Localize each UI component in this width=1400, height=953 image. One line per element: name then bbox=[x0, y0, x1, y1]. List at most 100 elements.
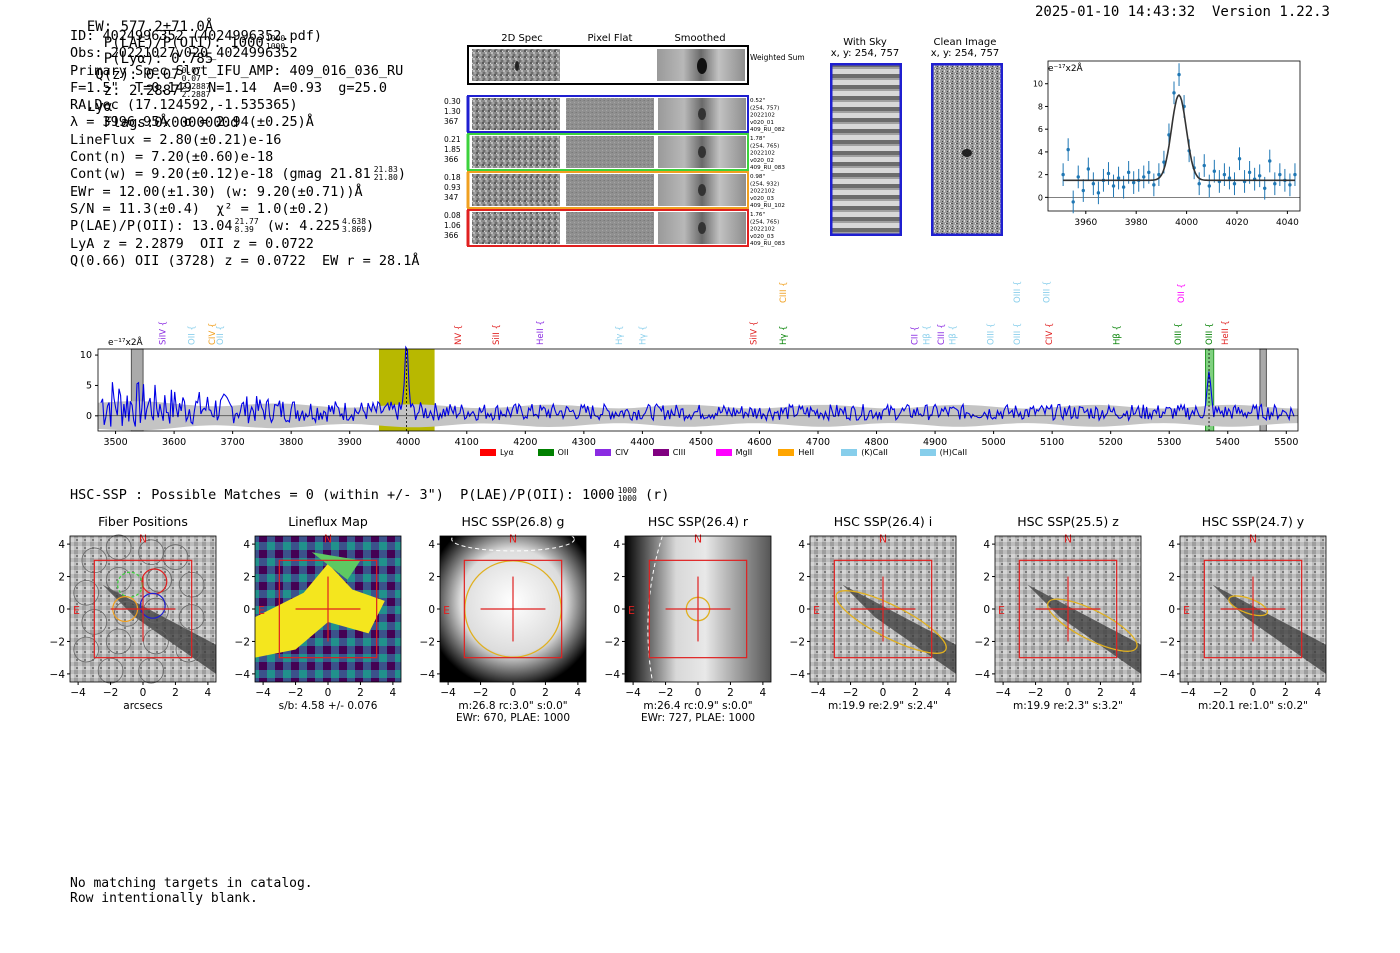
fiber-circle bbox=[105, 628, 132, 655]
hsc-ytick-label: 0 bbox=[58, 604, 65, 616]
spec-row-meta: 2022102 bbox=[750, 113, 775, 119]
linefit-point bbox=[1131, 180, 1136, 185]
info-plae-sup: 21.77 bbox=[234, 217, 259, 227]
spec-row-meta: v020_03 bbox=[750, 196, 774, 202]
spec-row-meta: 409_RU_082 bbox=[750, 127, 785, 133]
hsc-panel-caption: m:26.8 rc:3.0" s:0.0" bbox=[458, 700, 567, 712]
fullspec-xtick-label: 4500 bbox=[689, 437, 713, 448]
legend-item: CIV bbox=[595, 448, 629, 457]
linefit-point bbox=[1086, 167, 1091, 171]
hsc-panel-title: HSC SSP(24.7) y bbox=[1202, 514, 1305, 529]
fullspec-line-label: OIII { bbox=[1174, 323, 1184, 345]
hsc-panel-caption: m:20.1 re:1.0" s:0.2" bbox=[1198, 700, 1308, 712]
hsc-xtick-label: 4 bbox=[945, 687, 952, 699]
spec-row-number: 1.30 bbox=[444, 107, 461, 116]
hsc-ytick-label: −2 bbox=[420, 636, 435, 648]
linefit-point bbox=[1227, 176, 1232, 180]
info-q: Q(0.66) OII (3728) z = 0.0722 EW r = 28.… bbox=[70, 252, 420, 269]
legend-label: (K)CaII bbox=[861, 448, 888, 457]
hsc-xtick-label: −2 bbox=[473, 687, 488, 699]
qz-sup: 0.07 bbox=[181, 66, 201, 75]
fullspec-xtick-label: 3900 bbox=[338, 437, 362, 448]
fullspec-xtick-label: 3500 bbox=[103, 437, 127, 448]
plae-value: P(LAE)/P(OII): 1000 bbox=[103, 35, 264, 51]
legend-label: HeII bbox=[798, 448, 815, 457]
clean-title: Clean Image bbox=[933, 37, 997, 48]
spec-row-number: 0.30 bbox=[444, 97, 461, 106]
sky-image bbox=[830, 63, 902, 236]
hsc-xtick-label: 2 bbox=[1282, 687, 1289, 699]
linefit-point bbox=[1142, 175, 1146, 179]
info-fpars: F=1.5" T=0.149 N=1.14 A=0.93 g=25.0 bbox=[70, 79, 387, 96]
hsc-ytick-label: 0 bbox=[983, 604, 990, 616]
hsc-panel-y: HSC SSP(24.7) y N E −4 −4 −2 −2 0 0 2 2 4 4 m:20.1 re… bbox=[1160, 514, 1327, 712]
linefit-point bbox=[1076, 175, 1080, 179]
fullspec-line-label: OIII { bbox=[1205, 323, 1215, 345]
legend-swatch bbox=[919, 449, 936, 456]
linefit-point bbox=[1177, 72, 1181, 77]
linefit-point bbox=[1197, 182, 1201, 186]
fullspec-line-label: Hβ { bbox=[949, 325, 959, 345]
hsc-east-label: E bbox=[628, 604, 635, 617]
linefit-point bbox=[1257, 174, 1262, 178]
fiber-circle bbox=[113, 601, 140, 627]
hsc-xtick-label: −2 bbox=[103, 687, 118, 699]
qz-sub: 0.07 bbox=[181, 74, 201, 83]
spec-row-2d bbox=[472, 212, 560, 244]
hsc-xtick-label: 0 bbox=[510, 687, 517, 699]
linefit-point bbox=[1263, 186, 1267, 190]
fullspec-xtick-label: 3700 bbox=[221, 437, 245, 448]
hsc-xtick-label: 0 bbox=[1250, 687, 1257, 699]
hsc-xtick-label: 0 bbox=[880, 687, 887, 699]
hsc-ytick-label: 4 bbox=[613, 539, 620, 551]
fiber-circle bbox=[138, 539, 164, 566]
z-sub: 2.2887 bbox=[181, 90, 211, 99]
hsc-panel-caption: m:19.9 re:2.3" s:3.2" bbox=[1013, 700, 1123, 712]
hsc-north-label: N bbox=[879, 532, 887, 545]
linefit-point bbox=[1157, 172, 1161, 177]
fullspec-line-label: HeII { bbox=[1221, 320, 1231, 345]
sky-sub: x, y: 254, 757 bbox=[830, 48, 900, 59]
hsc-aperture bbox=[1228, 595, 1269, 617]
hsc-panel-i: HSC SSP(26.4) i N E −4 −4 −2 −2 0 0 2 2 4 4 m:19.9 re… bbox=[790, 514, 957, 712]
legend-item: HeII bbox=[778, 448, 814, 457]
fullspec-xtick-label: 5400 bbox=[1216, 437, 1240, 448]
hsc-east-label: E bbox=[998, 604, 1005, 617]
linefit-point bbox=[1268, 159, 1272, 163]
fullspec-xtick-label: 5200 bbox=[1099, 437, 1123, 448]
fullspec-xtick-label: 4200 bbox=[513, 437, 537, 448]
fullspec-line-label: Hγ { bbox=[615, 325, 625, 345]
linefit-ytick-label: 4 bbox=[1038, 148, 1043, 157]
hsc-title-sub: 1000 bbox=[617, 494, 637, 503]
hsc-panel-title: HSC SSP(26.4) i bbox=[834, 514, 932, 529]
linefit-ytick-label: 10 bbox=[1033, 80, 1043, 89]
hsc-ytick-label: −4 bbox=[605, 669, 620, 681]
hsc-panel-caption: EWr: 727, PLAE: 1000 bbox=[641, 712, 755, 724]
hsc-panel-caption: EWr: 670, PLAE: 1000 bbox=[456, 712, 570, 724]
linefit-point bbox=[1152, 183, 1156, 187]
legend-label: OII bbox=[557, 448, 569, 457]
hsc-north-label: N bbox=[1249, 532, 1257, 545]
spec-row-flat bbox=[566, 212, 654, 244]
fullspec-line-label: HeII { bbox=[536, 320, 546, 345]
spec-row-number: 1.06 bbox=[444, 221, 461, 230]
timestamp-version: 2025-01-10 14:43:32 Version 1.22.3 bbox=[1034, 4, 1330, 20]
fullspec-xtick-label: 3800 bbox=[279, 437, 303, 448]
spec-row-meta: (254, 757) bbox=[750, 105, 779, 111]
linefit-xtick-label: 3980 bbox=[1125, 218, 1148, 228]
spec-row-number: 366 bbox=[444, 155, 459, 164]
hsc-panel-caption: m:19.9 re:2.9" s:2.4" bbox=[828, 700, 938, 712]
hsc-ytick-label: 2 bbox=[58, 572, 65, 584]
plae-text: P(LAE)/P(OII): 13.04 bbox=[70, 218, 233, 235]
hsc-xtick-label: −4 bbox=[1180, 687, 1196, 699]
linefit-point bbox=[1081, 188, 1085, 193]
fullspec-xtick-label: 4000 bbox=[396, 437, 420, 448]
hsc-ytick-label: 0 bbox=[798, 604, 805, 616]
hsc-panel-title: Lineflux Map bbox=[288, 514, 368, 529]
footer-line1: No matching targets in catalog. bbox=[70, 876, 313, 891]
hsc-xtick-label: 0 bbox=[695, 687, 702, 699]
linefit-gaussian bbox=[1063, 93, 1295, 182]
linefit-point bbox=[1071, 200, 1075, 204]
linefit-point bbox=[1162, 160, 1166, 164]
hsc-ytick-label: −4 bbox=[790, 669, 805, 681]
